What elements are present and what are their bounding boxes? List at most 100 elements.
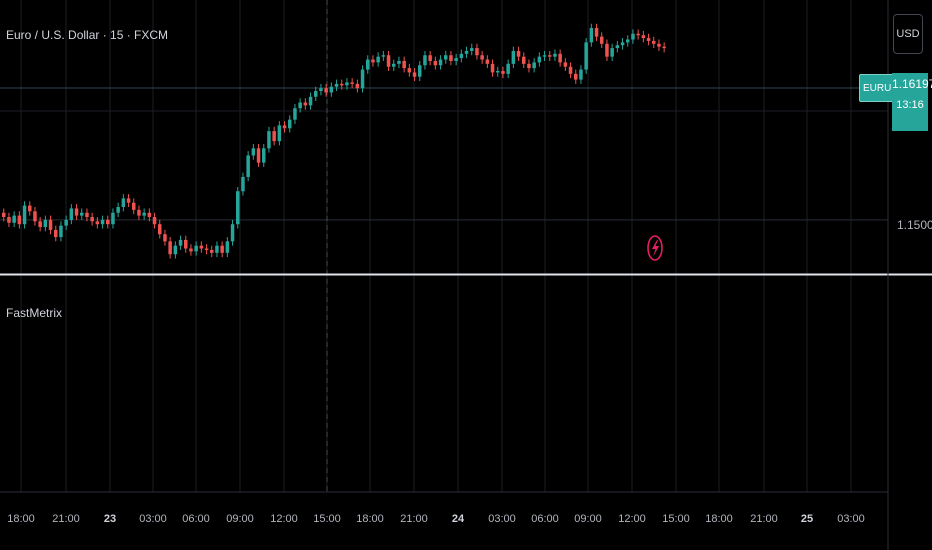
candle-body — [366, 59, 370, 70]
candle-body — [28, 205, 32, 212]
candle-body — [605, 43, 609, 57]
candle-body — [548, 55, 552, 57]
time-axis-label: 21:00 — [52, 513, 80, 525]
candle-body — [449, 55, 453, 61]
candle-body — [74, 208, 79, 216]
candle-body — [371, 59, 375, 63]
candle-body — [220, 245, 224, 253]
candle-body — [407, 68, 412, 73]
candle-body — [314, 91, 318, 97]
candle-body — [532, 62, 536, 69]
candle-body — [111, 212, 115, 225]
candle-body — [293, 108, 297, 120]
candle-body — [340, 83, 344, 86]
time-axis-label: 03:00 — [837, 513, 865, 525]
candle-body — [428, 55, 432, 61]
candle-body — [69, 208, 74, 220]
candle-body — [116, 207, 120, 213]
candle-body — [142, 212, 146, 216]
time-axis-label: 18:00 — [705, 513, 733, 525]
candle-body — [537, 56, 542, 63]
candle-body — [553, 53, 557, 57]
candle-body — [2, 212, 6, 218]
candle-body — [594, 28, 599, 37]
candle-body — [272, 131, 276, 142]
time-axis-label: 03:00 — [488, 513, 516, 525]
candle-body — [225, 241, 230, 253]
time-axis-label: 23 — [103, 513, 117, 525]
candle-body — [516, 50, 521, 57]
candle-body — [215, 245, 219, 253]
time-axis-label: 18:00 — [7, 513, 35, 525]
candle-body — [308, 96, 313, 106]
candle-body — [163, 234, 167, 242]
candle-body — [267, 131, 271, 149]
candle-body — [381, 55, 386, 57]
candle-body — [542, 55, 547, 57]
candle-body — [360, 69, 365, 89]
candle-body — [454, 58, 458, 61]
candle-body — [256, 148, 261, 163]
candle-body — [137, 209, 141, 216]
candle-body — [158, 224, 162, 235]
chart-title: Euro / U.S. Dollar · 15 · FXCM — [6, 28, 169, 42]
candle-body — [626, 39, 630, 43]
candle-body — [600, 36, 604, 44]
candle-body — [464, 50, 469, 54]
candle-body — [584, 42, 588, 70]
candle-body — [59, 225, 63, 238]
candle-body — [121, 198, 126, 208]
time-axis-label: 12:00 — [270, 513, 298, 525]
candle-body — [22, 205, 27, 225]
time-axis-label: 15:00 — [662, 513, 690, 525]
candle-body — [459, 53, 464, 59]
candle-body — [475, 48, 479, 56]
candle-body — [610, 48, 614, 57]
candle-body — [251, 148, 256, 156]
candle-body — [100, 219, 105, 225]
candle-body — [194, 245, 198, 252]
candle-body — [95, 221, 100, 225]
candle-body — [210, 249, 214, 253]
indicator-name[interactable]: FastMetrix — [6, 306, 63, 320]
candle-body — [204, 248, 209, 250]
candle-body — [80, 212, 84, 216]
candle-body — [277, 125, 282, 142]
candle-body — [54, 229, 58, 238]
candle-body — [303, 102, 308, 106]
candle-body — [298, 102, 302, 109]
candle-body — [132, 202, 136, 210]
candle-body — [522, 56, 526, 64]
time-axis-label: 21:00 — [750, 513, 778, 525]
time-axis-label: 03:00 — [139, 513, 167, 525]
candle-body — [620, 42, 625, 46]
candle-body — [615, 45, 620, 49]
currency-button[interactable]: USD — [893, 14, 923, 54]
candle-body — [329, 86, 334, 93]
candle-body — [345, 82, 349, 86]
candle-body — [386, 55, 391, 67]
time-axis-label: 24 — [451, 513, 465, 525]
candle-body — [106, 219, 110, 225]
candlestick-series — [2, 23, 666, 259]
candle-body — [355, 83, 360, 89]
candle-body — [173, 245, 178, 255]
lightning-icon[interactable] — [645, 228, 675, 264]
candle-body — [12, 215, 16, 223]
candle-body — [631, 33, 635, 40]
candle-body — [496, 70, 500, 73]
candle-body — [48, 219, 53, 230]
candle-body — [579, 69, 583, 80]
candle-body — [236, 191, 240, 225]
candle-body — [568, 66, 573, 74]
time-axis-label: 06:00 — [182, 513, 210, 525]
candle-body — [636, 33, 640, 36]
candle-body — [402, 60, 406, 69]
candle-body — [418, 65, 422, 77]
candle-body — [126, 198, 131, 203]
candle-body — [480, 55, 484, 60]
candle-body — [324, 88, 328, 93]
candle-body — [485, 59, 490, 64]
